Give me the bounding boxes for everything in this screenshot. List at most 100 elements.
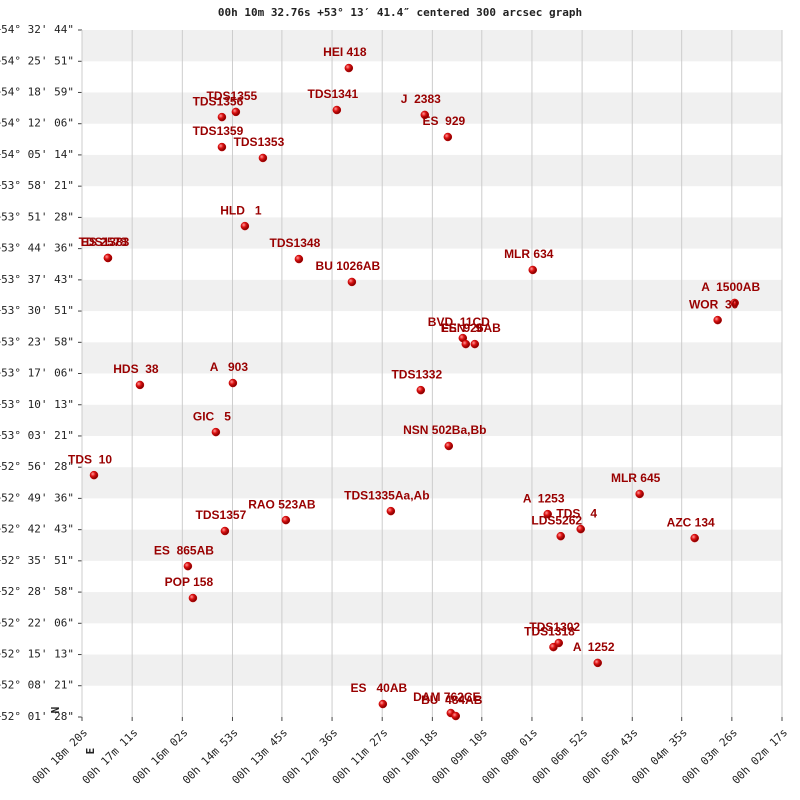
- star: [593, 658, 602, 668]
- star: [416, 385, 426, 395]
- y-tick-label: +53° 17' 06": [0, 367, 74, 380]
- star: [730, 298, 739, 308]
- star-label: A 1253: [523, 491, 565, 505]
- y-tick-label: +54° 12' 06": [0, 117, 74, 130]
- star-label: POP 158: [165, 575, 214, 589]
- star: [713, 315, 722, 325]
- star: [635, 489, 644, 499]
- y-tick-label: +52° 15' 13": [0, 648, 74, 661]
- star: [451, 711, 461, 721]
- y-tick-label: +54° 25' 51": [0, 54, 74, 67]
- star-label: FEN 9: [441, 321, 482, 335]
- star-label: ES 40AB: [351, 681, 408, 695]
- star-label: HLD 1: [220, 203, 262, 217]
- star: [231, 107, 241, 117]
- star: [556, 531, 565, 541]
- star: [344, 63, 354, 73]
- star-label: DAM 762CE: [413, 690, 480, 704]
- y-tick-label: +52° 42' 43": [0, 523, 74, 536]
- star-label: BU 1026AB: [316, 259, 381, 273]
- star: [135, 380, 145, 390]
- star: [220, 526, 230, 536]
- star: [347, 277, 357, 287]
- star: [228, 378, 238, 388]
- star-label: HEI 418: [323, 45, 367, 59]
- star-label: TDS1383: [79, 235, 130, 249]
- star: [543, 509, 552, 519]
- star: [528, 265, 537, 275]
- star: [444, 441, 454, 451]
- star: [386, 506, 396, 516]
- y-tick-label: +54° 05' 14": [0, 148, 74, 161]
- star-label: MLR 634: [504, 247, 554, 261]
- y-tick-label: +53° 10' 13": [0, 398, 74, 411]
- east-label: E: [84, 748, 97, 755]
- north-label: N: [49, 707, 62, 714]
- y-tick-label: +53° 23' 58": [0, 335, 74, 348]
- star-label: A 903: [210, 360, 249, 374]
- y-tick-label: +52° 01' 28": [0, 710, 74, 723]
- y-tick-label: +54° 18' 59": [0, 85, 74, 98]
- y-tick-label: +53° 03' 21": [0, 429, 74, 442]
- star-label: TDS1332: [391, 367, 442, 381]
- y-tick-label: +52° 49' 36": [0, 491, 74, 504]
- star-label: WOR 30: [689, 297, 739, 311]
- star-label: TDS 4: [556, 506, 597, 520]
- star-label: AZC 134: [667, 515, 715, 529]
- star-label: ES 926AB: [441, 321, 501, 335]
- star: [554, 638, 564, 648]
- y-tick-label: +54° 32' 44": [0, 23, 74, 36]
- star: [217, 112, 227, 122]
- chart-title: 00h 10m 32.76s +53° 13′ 41.4″ centered 3…: [218, 6, 582, 19]
- star: [470, 339, 480, 349]
- star: [378, 699, 388, 709]
- y-tick-label: +53° 51' 28": [0, 210, 74, 223]
- star-label: TDS1355: [207, 89, 258, 103]
- star-label: A 1252: [573, 640, 615, 654]
- star-label: RAO 523AB: [248, 497, 316, 511]
- star-label: TDS1353: [234, 135, 285, 149]
- star-label: TDS1302: [529, 620, 580, 634]
- star: [443, 132, 453, 142]
- y-tick-label: +52° 28' 58": [0, 585, 74, 598]
- star: [461, 339, 471, 349]
- star-label: J 2383: [401, 92, 441, 106]
- star-label: TDS1318: [524, 624, 575, 638]
- y-tick-label: +53° 30' 51": [0, 304, 74, 317]
- star: [258, 153, 268, 163]
- star-label: MLR 645: [611, 471, 661, 485]
- star-label: TDS1359: [193, 124, 244, 138]
- star-label: TDS1335Aa,Ab: [344, 488, 429, 502]
- star: [332, 105, 342, 115]
- star: [420, 110, 430, 120]
- star-label: ES 2578: [81, 235, 127, 249]
- y-tick-label: +53° 37' 43": [0, 273, 74, 286]
- star-label: TDS1356: [193, 94, 244, 108]
- star-label: A 1500AB: [701, 280, 760, 294]
- star: [240, 221, 250, 231]
- star: [281, 515, 291, 525]
- star-label: ES 929: [422, 114, 465, 128]
- star-label: TDS1341: [307, 87, 358, 101]
- star: [690, 533, 699, 543]
- star-label: NSN 502Ba,Bb: [403, 423, 486, 437]
- star: [188, 593, 198, 603]
- star: [217, 142, 227, 152]
- star: [294, 254, 304, 264]
- star-label: GIC 5: [193, 409, 231, 423]
- y-tick-label: +52° 35' 51": [0, 554, 74, 567]
- star-label: BU 484AB: [421, 693, 483, 707]
- star-label: BVD 11CD: [428, 315, 490, 329]
- star-label: LDS5262: [531, 513, 582, 527]
- y-tick-label: +52° 56' 28": [0, 460, 74, 473]
- y-tick-label: +53° 58' 21": [0, 179, 74, 192]
- star: [576, 524, 585, 534]
- star-label: ES 865AB: [154, 543, 214, 557]
- star-label: TDS1348: [270, 236, 321, 250]
- star-label: TDS1357: [196, 508, 247, 522]
- star-label: TDS 10: [68, 452, 112, 466]
- y-tick-label: +53° 44' 36": [0, 242, 74, 255]
- star-label: HDS 38: [113, 362, 159, 376]
- star: [103, 253, 113, 263]
